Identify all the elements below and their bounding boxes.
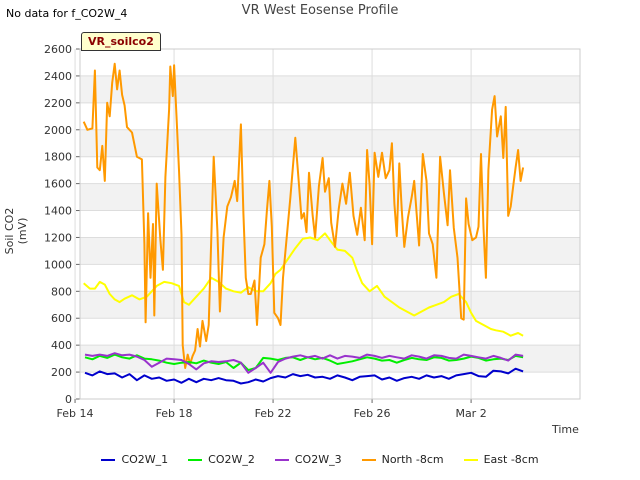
- y-tick-label: 1000: [44, 258, 72, 271]
- grid-band: [80, 291, 580, 319]
- y-tick-label: 2400: [44, 70, 72, 83]
- legend-label: North -8cm: [381, 453, 444, 466]
- x-tick-label: Feb 26: [354, 407, 391, 420]
- y-tick-label: 1400: [44, 205, 72, 218]
- plot-border: [79, 48, 581, 400]
- chart-title: VR West Eosense Profile: [241, 3, 399, 18]
- y-tick-label: 2000: [44, 124, 72, 137]
- legend-swatch: [188, 458, 203, 461]
- y-tick-label: 2600: [44, 43, 72, 56]
- legend-label: CO2W_1: [121, 453, 169, 466]
- y-tick-label: 200: [51, 366, 72, 379]
- y-axis-label: Soil CO2 (mV): [3, 207, 29, 255]
- legend-item: CO2W_3: [274, 453, 342, 466]
- legend-label: CO2W_2: [208, 453, 255, 466]
- grid-band: [80, 75, 580, 103]
- series-line-east-8cm: [83, 232, 524, 337]
- legend-label: CO2W_3: [294, 453, 342, 466]
- series-line-co2w-2: [84, 353, 524, 372]
- legend-label: East -8cm: [483, 453, 539, 466]
- legend-item: North -8cm: [361, 453, 444, 466]
- x-tick-label: Feb 18: [156, 407, 193, 420]
- legend-swatch: [463, 458, 478, 461]
- axes: 0 200 400 600 800 1000 1200 1400 1600 1800 2000 220…: [44, 43, 581, 420]
- legend-item: East -8cm: [463, 453, 539, 466]
- legend-swatch: [101, 458, 116, 461]
- legend-swatch: [274, 458, 289, 461]
- series-line-co2w-1: [84, 367, 524, 385]
- y-tick-label: 1200: [44, 231, 72, 244]
- legend-item: CO2W_1: [101, 453, 168, 466]
- x-tick-label: Mar 2: [455, 407, 486, 420]
- x-axis-label: Time: [552, 423, 579, 436]
- series-line-co2w-3: [84, 352, 524, 374]
- y-tick-label: 1800: [44, 151, 72, 164]
- y-tick-label: 800: [51, 285, 72, 298]
- y-tick-label: 1600: [44, 178, 72, 191]
- x-tick-label: Feb 22: [255, 407, 292, 420]
- series-lines: [82, 62, 525, 385]
- station-badge: VR_soilco2: [81, 32, 161, 51]
- series-line-north-8cm: [82, 62, 525, 369]
- y-tick-label: 0: [65, 393, 72, 406]
- legend-swatch: [361, 458, 376, 461]
- no-data-note: No data for f_CO2W_4: [6, 7, 128, 20]
- y-tick-label: 600: [51, 312, 72, 325]
- y-tick-label: 2200: [44, 97, 72, 110]
- legend: CO2W_1 CO2W_2 CO2W_3 North -8cm East -8cm: [0, 453, 640, 466]
- x-tick-label: Feb 14: [57, 407, 94, 420]
- y-tick-label: 400: [51, 339, 72, 352]
- legend-item: CO2W_2: [188, 453, 255, 466]
